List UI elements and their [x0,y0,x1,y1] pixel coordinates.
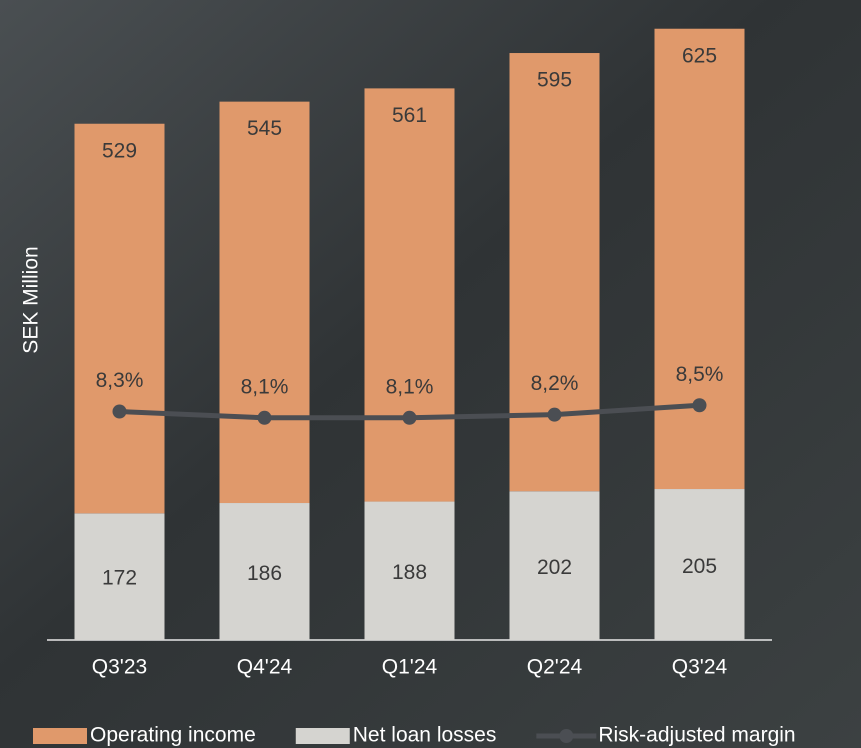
data-label: 561 [392,104,427,127]
data-label: 186 [247,562,282,585]
data-label: 8,1% [241,375,289,398]
data-label: 529 [102,139,137,162]
x-tick-label: Q2'24 [527,656,583,679]
bar-segment [655,29,745,489]
legend-label: Operating income [90,724,256,747]
data-label: 8,1% [386,375,434,398]
line-point [693,398,707,412]
data-label: 188 [392,561,427,584]
legend-swatch [559,729,573,743]
line-point [113,405,127,419]
x-tick-label: Q1'24 [382,656,438,679]
data-label: 545 [247,117,282,140]
bar-segment [220,102,310,503]
data-label: 202 [537,556,572,579]
x-tick-label: Q4'24 [237,656,293,679]
data-label: 595 [537,69,572,92]
x-tick-label: Q3'23 [92,656,147,679]
data-label: 8,5% [676,363,724,386]
data-label: 625 [682,44,717,67]
line-point [548,408,562,422]
bar-segment [75,124,165,514]
chart: SEK Million 172 529 Q3'23 186 545 Q4'24 188 561… [0,0,861,748]
legend-swatch [33,728,87,744]
x-tick-label: Q3'24 [672,656,728,679]
bar-segment [510,53,600,491]
legend-label: Risk-adjusted margin [598,724,795,747]
y-axis-label: SEK Million [20,246,43,353]
data-label: 8,3% [96,369,144,392]
legend-swatch [296,728,350,744]
line-point [403,411,417,425]
data-label: 8,2% [531,372,579,395]
data-label: 205 [682,555,717,578]
legend-label: Net loan losses [353,724,497,747]
data-label: 172 [102,567,137,590]
bar-segment [365,88,455,501]
line-point [258,411,272,425]
